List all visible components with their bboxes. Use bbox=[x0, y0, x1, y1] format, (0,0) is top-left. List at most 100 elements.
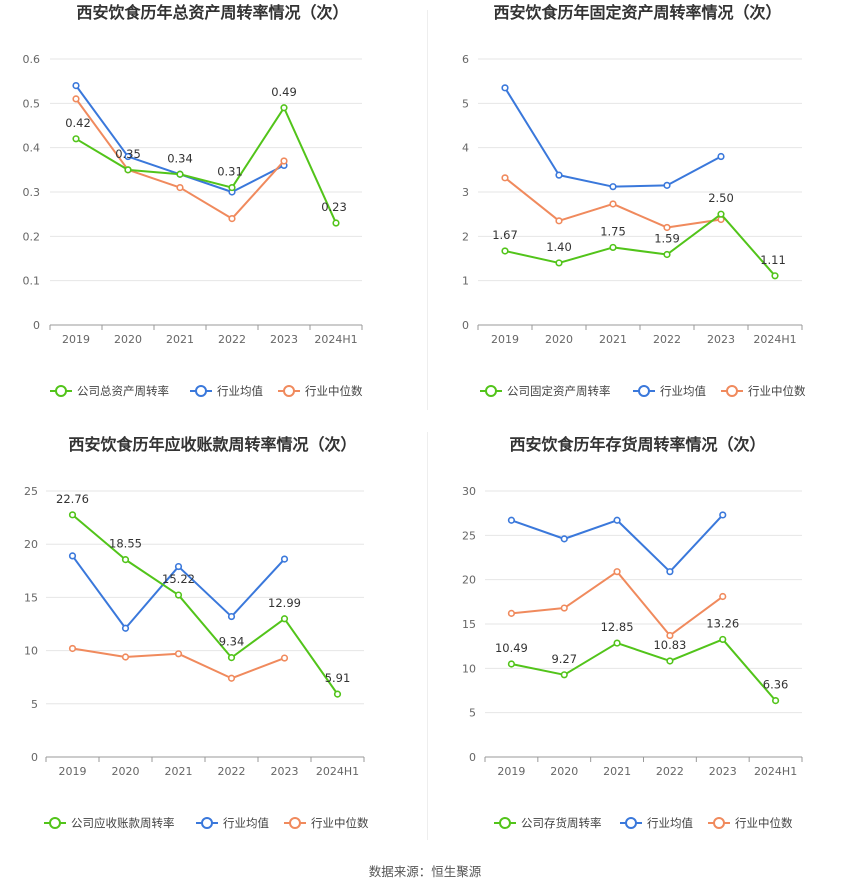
legend-marker-avg bbox=[201, 817, 213, 829]
data-label: 22.76 bbox=[56, 492, 89, 506]
legend-label-company: 公司应收账款周转率 bbox=[71, 816, 175, 830]
data-point-avg bbox=[72, 81, 80, 90]
data-point-median bbox=[121, 653, 130, 661]
data-label: 0.42 bbox=[65, 116, 91, 130]
data-point-avg bbox=[663, 181, 671, 189]
legend-label-median: 行业中位数 bbox=[305, 384, 363, 398]
data-label: 1.59 bbox=[654, 232, 680, 246]
legend-label-company: 公司总资产周转率 bbox=[77, 384, 169, 398]
data-point-company bbox=[68, 511, 77, 519]
y-tick-label: 10 bbox=[462, 662, 476, 675]
data-point-company bbox=[555, 259, 563, 267]
data-point-avg bbox=[507, 516, 516, 524]
data-point-company bbox=[771, 697, 780, 705]
x-tick-label: 2023 bbox=[271, 765, 299, 778]
data-label: 0.49 bbox=[271, 85, 297, 99]
y-tick-label: 0.6 bbox=[23, 53, 41, 66]
legend-label-company: 公司固定资产周转率 bbox=[507, 384, 611, 398]
y-tick-label: 0.1 bbox=[23, 275, 41, 288]
legend-marker-median bbox=[726, 385, 738, 397]
y-tick-label: 25 bbox=[462, 529, 476, 542]
legend-label-median: 行业中位数 bbox=[735, 816, 793, 830]
data-point-avg bbox=[666, 568, 674, 576]
data-label: 1.11 bbox=[760, 253, 786, 267]
x-tick-label: 2019 bbox=[62, 333, 90, 346]
x-tick-label: 2022 bbox=[653, 333, 681, 346]
x-tick-label: 2024H1 bbox=[754, 765, 797, 778]
x-tick-label: 2020 bbox=[545, 333, 573, 346]
data-point-company bbox=[507, 660, 516, 668]
panel-divider-bottom bbox=[427, 432, 428, 840]
line-chart: 0 0.1 0.2 0.3 0.4 0.5 0.6 2019 2020 2021 2022 2023 2… bbox=[23, 53, 363, 398]
x-tick-label: 2022 bbox=[656, 765, 684, 778]
data-label: 13.26 bbox=[706, 616, 739, 630]
y-tick-label: 0.3 bbox=[23, 186, 41, 199]
x-tick-label: 2021 bbox=[599, 333, 627, 346]
data-source-note: 数据来源：恒生聚源 bbox=[368, 864, 482, 879]
x-tick-label: 2023 bbox=[707, 333, 735, 346]
data-label: 1.40 bbox=[546, 240, 572, 254]
data-point-company bbox=[280, 615, 289, 623]
chart-title: 西安饮食历年应收账款周转率情况（次） bbox=[68, 435, 357, 454]
data-label: 0.31 bbox=[217, 165, 243, 179]
data-label: 15.22 bbox=[162, 572, 195, 586]
chart-panel-fixed-asset-turnover: 西安饮食历年固定资产周转率情况（次） 0 1 2 3 4 5 6 2019 2020 2021 20… bbox=[425, 0, 850, 430]
data-label: 0.34 bbox=[167, 151, 193, 165]
data-point-company bbox=[228, 183, 236, 192]
data-point-company bbox=[560, 671, 568, 679]
series-line-avg bbox=[504, 87, 722, 188]
line-chart: 0 5 10 15 20 25 2019 2020 2021 2022 2023 2024H1 22.7… bbox=[24, 485, 369, 830]
data-point-median bbox=[68, 644, 77, 653]
data-label: 12.85 bbox=[601, 620, 634, 634]
data-point-median bbox=[176, 183, 184, 192]
x-tick-label: 2022 bbox=[218, 765, 246, 778]
y-tick-label: 5 bbox=[462, 97, 469, 110]
data-point-median bbox=[663, 223, 671, 232]
data-point-company bbox=[124, 166, 132, 174]
x-tick-label: 2021 bbox=[165, 765, 193, 778]
data-point-median bbox=[555, 217, 563, 225]
legend-marker-avg bbox=[195, 385, 207, 397]
data-label: 18.55 bbox=[109, 537, 142, 551]
data-label: 10.49 bbox=[495, 641, 528, 655]
data-point-median bbox=[719, 592, 727, 601]
legend-marker-median bbox=[713, 817, 725, 829]
data-point-avg bbox=[555, 171, 563, 179]
data-point-median bbox=[280, 654, 289, 662]
y-tick-label: 20 bbox=[24, 538, 38, 551]
x-tick-label: 2024H1 bbox=[753, 333, 796, 346]
data-point-company bbox=[333, 690, 342, 698]
data-point-company bbox=[72, 135, 80, 143]
data-point-avg bbox=[609, 183, 617, 191]
data-point-company bbox=[501, 247, 509, 255]
data-point-median bbox=[228, 215, 236, 223]
y-tick-label: 2 bbox=[462, 230, 469, 243]
data-label: 0.23 bbox=[321, 200, 347, 214]
data-point-company bbox=[771, 272, 779, 280]
data-label: 0.35 bbox=[115, 147, 141, 161]
data-point-company bbox=[719, 635, 727, 644]
chart-title: 西安饮食历年总资产周转率情况（次） bbox=[76, 3, 349, 22]
y-tick-label: 4 bbox=[462, 142, 469, 155]
data-label: 5.91 bbox=[325, 671, 351, 685]
data-point-median bbox=[501, 174, 509, 182]
data-point-company bbox=[121, 556, 130, 564]
x-tick-label: 2020 bbox=[114, 333, 142, 346]
data-label: 12.99 bbox=[268, 596, 301, 610]
data-point-median bbox=[72, 95, 80, 103]
data-point-company bbox=[613, 639, 621, 647]
data-point-company bbox=[227, 654, 236, 662]
data-label: 9.27 bbox=[551, 652, 577, 666]
data-point-company bbox=[280, 104, 288, 112]
legend-label-avg: 行业均值 bbox=[217, 384, 263, 398]
series-line-company bbox=[71, 514, 339, 695]
x-tick-label: 2022 bbox=[218, 333, 246, 346]
legend-marker-company bbox=[485, 385, 497, 397]
x-tick-label: 2019 bbox=[59, 765, 87, 778]
data-point-avg bbox=[124, 152, 132, 161]
x-tick-label: 2023 bbox=[709, 765, 737, 778]
legend-label-median: 行业中位数 bbox=[311, 816, 369, 830]
y-tick-label: 15 bbox=[462, 618, 476, 631]
y-tick-label: 20 bbox=[462, 574, 476, 587]
data-point-avg bbox=[501, 84, 509, 92]
